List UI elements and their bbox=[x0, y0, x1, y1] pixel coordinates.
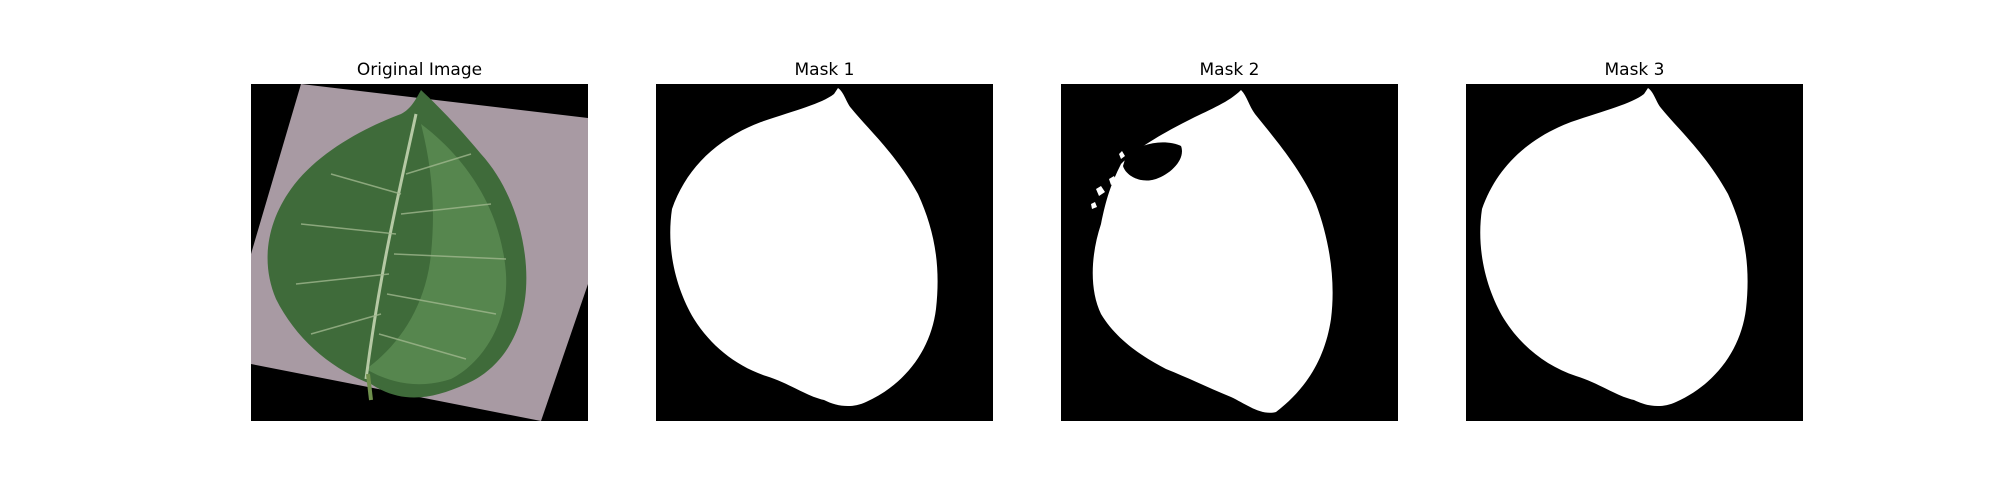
leaf-veins bbox=[295, 153, 507, 360]
mask-2-image bbox=[1061, 84, 1398, 421]
panel-title-original-image: Original Image bbox=[356, 60, 483, 80]
leaf-photo bbox=[251, 84, 588, 421]
mask-3-panel bbox=[1466, 84, 1803, 421]
leaf-highlight bbox=[366, 124, 507, 385]
mask-1-image bbox=[656, 84, 993, 421]
original-image-panel bbox=[251, 84, 588, 421]
leaf-stem bbox=[366, 373, 373, 401]
mask-3-image bbox=[1466, 84, 1803, 421]
panel-title-mask-3: Mask 3 bbox=[1604, 60, 1665, 80]
leaf-midrib bbox=[364, 113, 418, 380]
mask-2-noise bbox=[1091, 151, 1125, 209]
mask-1-panel bbox=[656, 84, 993, 421]
mask-2-hole bbox=[1123, 142, 1182, 181]
panel-title-mask-2: Mask 2 bbox=[1199, 60, 1260, 80]
mask-2-panel bbox=[1061, 84, 1398, 421]
mask-1-region bbox=[670, 88, 938, 407]
panel-title-mask-1: Mask 1 bbox=[794, 60, 855, 80]
mask-3-region bbox=[1480, 88, 1748, 407]
